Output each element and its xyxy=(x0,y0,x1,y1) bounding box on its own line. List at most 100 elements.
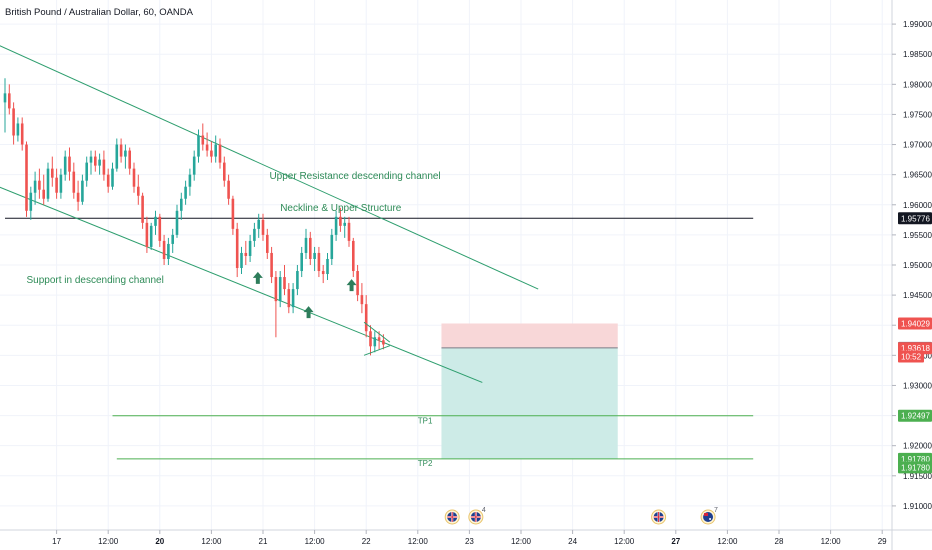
stop-loss-zone xyxy=(441,323,618,348)
candle xyxy=(141,192,144,229)
x-tick-label: 12:00 xyxy=(511,537,532,546)
candle-body xyxy=(85,162,88,181)
price-tag: 1.94029 xyxy=(898,317,932,330)
candle xyxy=(291,283,295,314)
candle-body xyxy=(197,135,200,157)
candle xyxy=(167,237,170,265)
candle xyxy=(205,132,209,157)
candle-body xyxy=(244,252,248,256)
price-tag: 1.92497 xyxy=(898,409,932,422)
candle-body xyxy=(111,168,114,187)
candle xyxy=(223,156,226,187)
candle-body xyxy=(352,240,355,272)
annotation-text: Upper Resistance descending channel xyxy=(269,171,440,182)
candle-body xyxy=(42,189,45,199)
triangle-upper xyxy=(363,321,391,343)
y-tick-label: 1.95000 xyxy=(903,261,932,270)
uk-flag-icon[interactable] xyxy=(651,509,667,525)
candle-body xyxy=(205,144,209,151)
candle xyxy=(283,265,286,296)
candle-body xyxy=(137,186,140,196)
candle xyxy=(16,117,20,142)
candle-body xyxy=(214,144,217,157)
y-tick-label: 1.95500 xyxy=(903,231,932,240)
candle xyxy=(68,147,71,181)
position-zones xyxy=(441,323,618,459)
candle xyxy=(296,265,299,296)
candle-body xyxy=(162,240,166,259)
candle-body xyxy=(223,162,226,181)
y-axis[interactable]: 1.99000 1.98500 1.98000 1.97500 1.97000 1.965… xyxy=(892,20,932,511)
candle xyxy=(330,228,334,265)
y-tick-label: 1.93000 xyxy=(903,381,932,390)
candle-body xyxy=(3,93,7,103)
candle xyxy=(356,265,359,302)
candle xyxy=(240,246,243,275)
candle xyxy=(334,210,338,241)
candle-body xyxy=(347,222,351,241)
uk-flag-icon[interactable] xyxy=(444,509,460,525)
candle-body xyxy=(373,337,377,347)
candle xyxy=(253,222,256,247)
horizontal-lines xyxy=(5,217,754,460)
candle-body xyxy=(309,237,312,259)
candle-body xyxy=(89,156,93,163)
tp-label: TP2 xyxy=(418,459,433,468)
candle xyxy=(188,168,192,196)
candle-body xyxy=(149,225,153,247)
candle xyxy=(137,174,140,205)
x-tick-label: 28 xyxy=(775,537,784,546)
candle-body xyxy=(132,168,136,187)
candle xyxy=(339,207,342,232)
y-tick-label: 1.96000 xyxy=(903,201,932,210)
candle-body xyxy=(317,252,321,272)
x-tick-label: 12:00 xyxy=(98,537,119,546)
price-tag-bg xyxy=(898,317,932,330)
x-tick-label: 23 xyxy=(465,537,474,546)
candle xyxy=(55,168,58,199)
candle xyxy=(369,325,372,356)
price-tag-text: 1.91780 xyxy=(901,455,930,464)
price-tag-text: 1.92497 xyxy=(901,412,930,421)
candle xyxy=(300,246,303,278)
y-tick-label: 1.97500 xyxy=(903,110,932,119)
candle xyxy=(192,150,196,181)
candle-body xyxy=(33,180,37,193)
candle-body xyxy=(46,168,50,199)
x-axis[interactable]: 17 12:00 20 12:00 21 12:00 22 12:00 23 12:00 24 12:… xyxy=(52,530,887,546)
candle xyxy=(158,213,162,247)
candle xyxy=(12,102,15,145)
candle-body xyxy=(326,258,329,275)
candle-body xyxy=(68,156,71,172)
annotation-text: Neckline & Upper Structure xyxy=(280,203,402,214)
candle xyxy=(321,265,325,284)
candle-body xyxy=(227,180,230,199)
candle-body xyxy=(235,228,239,269)
event-count: 7 xyxy=(714,507,718,514)
au-flag-icon[interactable]: 7 xyxy=(700,507,718,525)
candle-body xyxy=(16,123,20,136)
candle xyxy=(145,216,149,253)
candle xyxy=(72,162,76,199)
price-tag-text: 1.93618 xyxy=(901,344,930,353)
triangle-lower xyxy=(363,345,391,356)
x-tick-label: 17 xyxy=(52,537,61,546)
candle xyxy=(266,228,269,259)
candle xyxy=(364,295,368,338)
candle-body xyxy=(287,289,291,308)
candle-body xyxy=(38,180,41,190)
uk-flag-icon[interactable]: 4 xyxy=(468,507,486,525)
take-profit-zone xyxy=(441,347,618,459)
candle xyxy=(235,222,239,278)
candle-body xyxy=(184,186,187,199)
candle xyxy=(119,138,123,163)
candle xyxy=(201,123,205,151)
event-count: 4 xyxy=(482,507,486,514)
y-tick-label: 1.96500 xyxy=(903,171,932,180)
candle-body xyxy=(59,174,63,193)
candle xyxy=(85,156,88,187)
candle-body xyxy=(296,271,299,290)
y-tick-label: 1.97000 xyxy=(903,141,932,150)
